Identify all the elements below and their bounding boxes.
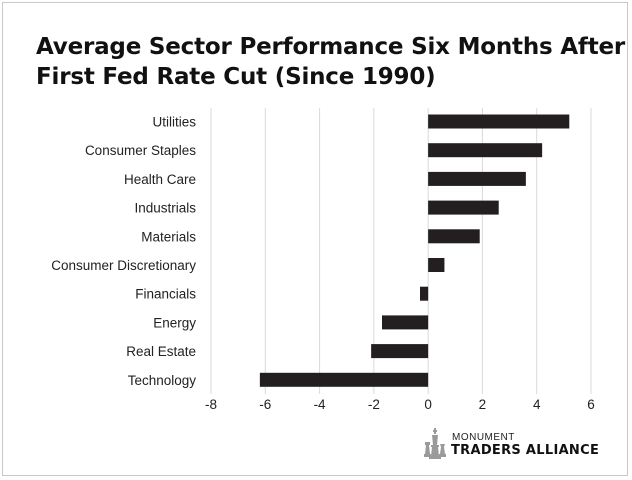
logo-small-text: MONUMENT (452, 432, 515, 443)
category-label: Materials (141, 229, 196, 244)
category-label: Financials (135, 287, 196, 302)
category-label: Energy (153, 315, 196, 330)
x-tick-label: -8 (205, 397, 217, 412)
chart-title-line-1: Average Sector Performance Six Months Af… (36, 34, 626, 60)
chart-frame (2, 2, 628, 476)
bar (428, 114, 570, 129)
category-label: Real Estate (126, 344, 196, 359)
bar (420, 286, 429, 301)
category-label: Industrials (134, 201, 196, 216)
x-tick-label: -4 (314, 397, 326, 412)
logo-big-text: TRADERS ALLIANCE (451, 443, 600, 458)
x-tick-label: -6 (259, 397, 271, 412)
bar (428, 258, 445, 272)
bar (428, 143, 543, 158)
bar (382, 315, 429, 330)
category-label: Health Care (124, 172, 196, 187)
chess-pieces-icon (424, 428, 446, 459)
category-label: Consumer Staples (85, 143, 196, 158)
bar (428, 229, 480, 244)
category-label: Utilities (152, 115, 196, 130)
category-label: Consumer Discretionary (51, 258, 196, 273)
x-tick-label: 0 (424, 397, 432, 412)
bar (371, 344, 429, 359)
bar (428, 171, 526, 186)
x-tick-label: 2 (479, 397, 487, 412)
bar (259, 372, 429, 387)
x-tick-label: 6 (587, 397, 595, 412)
x-tick-label: 4 (533, 397, 541, 412)
category-label: Technology (128, 373, 197, 388)
x-tick-label: -2 (368, 397, 380, 412)
chart-title: Average Sector Performance Six Months Af… (36, 32, 626, 92)
bar (428, 200, 499, 215)
chart-title-line-2: First Fed Rate Cut (Since 1990) (36, 64, 436, 90)
